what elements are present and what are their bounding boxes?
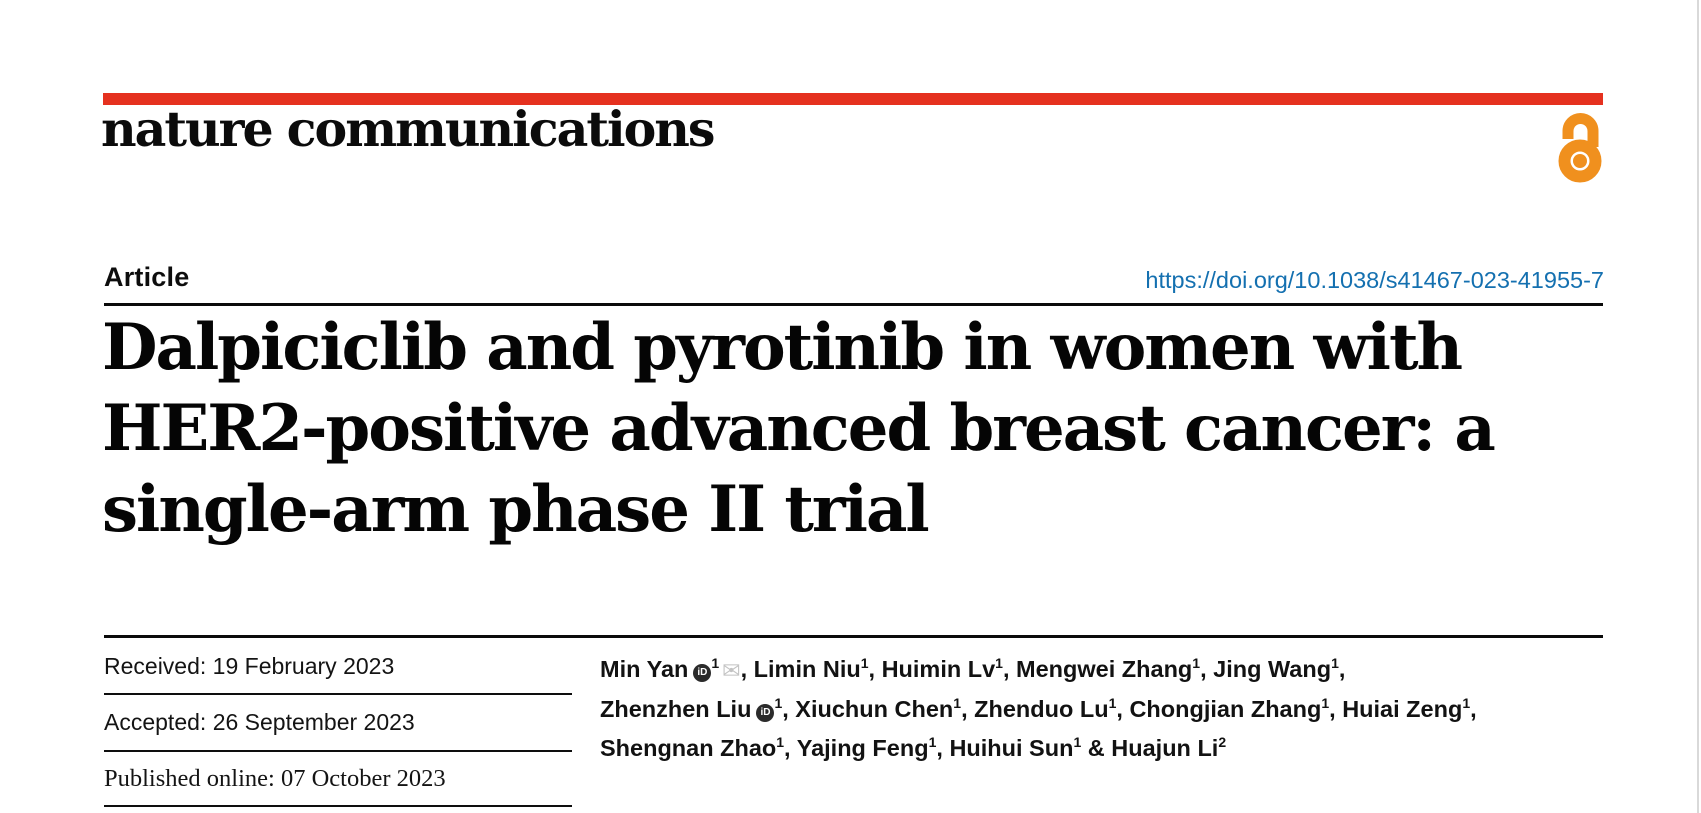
author-separator: , — [961, 695, 975, 722]
author-name: Zhenduo Lu — [974, 695, 1109, 722]
accepted-label: Accepted: — [104, 709, 207, 735]
dates-divider — [104, 693, 572, 695]
author-name: Huiai Zeng — [1342, 695, 1463, 722]
author-separator: & — [1081, 734, 1112, 761]
affiliation-superscript: 1 — [860, 655, 869, 671]
author-line: Min Yan iD1 ✉, Limin Niu1, Huimin Lv1, Men… — [600, 647, 1520, 687]
title-author-divider — [104, 635, 1603, 638]
author-name: Shengnan Zhao — [600, 734, 777, 761]
author-separator: , — [1002, 655, 1017, 682]
affiliation-superscript: 1 — [1321, 694, 1330, 711]
email-icon[interactable]: ✉ — [722, 657, 741, 683]
author-separator: , — [1200, 655, 1214, 682]
affiliation-superscript: 1 — [774, 694, 783, 711]
article-title-line: Dalpiciclib and pyrotinib in women with — [102, 310, 1463, 385]
affiliation-superscript: 1 — [953, 694, 962, 711]
author-separator: , — [1329, 695, 1343, 722]
article-title-line: HER2-positive advanced breast cancer: a — [102, 391, 1496, 466]
dates-divider — [104, 805, 572, 807]
author-name: Jing Wang — [1213, 655, 1332, 682]
author-line: Zhenzhen Liu iD1, Xiuchun Chen1, Zhenduo … — [600, 687, 1520, 726]
received-date: Received: 19 February 2023 — [104, 653, 394, 680]
author-name: Chongjian Zhang — [1129, 695, 1322, 722]
author-separator: , — [936, 734, 950, 761]
author-name: Xiuchun Chen — [795, 695, 954, 722]
author-separator: , — [784, 734, 797, 761]
author-name: Min Yan — [600, 655, 689, 682]
author-separator: , — [740, 655, 754, 682]
author-name: Huajun Li — [1111, 734, 1219, 761]
author-separator: , — [1338, 655, 1346, 682]
masthead-accent-bar — [103, 93, 1603, 105]
author-name: Yajing Feng — [796, 734, 929, 761]
dates-divider — [104, 750, 572, 752]
received-value: 19 February 2023 — [212, 653, 395, 679]
affiliation-superscript: 1 — [776, 733, 785, 750]
journal-logo: nature communications — [101, 100, 715, 158]
affiliation-superscript: 1 — [995, 655, 1003, 671]
affiliation-superscript: 1 — [1108, 694, 1117, 711]
published-date: Published online: 07 October 2023 — [104, 765, 446, 793]
received-label: Received: — [104, 653, 207, 679]
author-block: Min Yan iD1 ✉, Limin Niu1, Huimin Lv1, Men… — [600, 647, 1520, 764]
author-separator: , — [1470, 695, 1477, 722]
affiliation-superscript: 1 — [1331, 655, 1339, 671]
published-label: Published online: — [104, 765, 275, 792]
open-access-icon — [1558, 113, 1602, 183]
author-name: Zhenzhen Liu — [600, 695, 752, 722]
affiliation-superscript: 1 — [928, 733, 937, 750]
author-line: Shengnan Zhao1, Yajing Feng1, Huihui Sun… — [600, 726, 1520, 765]
author-name: Huihui Sun — [949, 734, 1074, 761]
affiliation-superscript: 1 — [1462, 694, 1471, 711]
author-separator: , — [782, 695, 796, 722]
author-name: Mengwei Zhang — [1016, 655, 1193, 682]
author-name: Huimin Lv — [881, 655, 996, 682]
orcid-icon[interactable]: iD — [693, 663, 712, 682]
affiliation-superscript: 1 — [1192, 655, 1201, 671]
page-edge-divider — [1697, 0, 1699, 813]
article-title: Dalpiciclib and pyrotinib in women with … — [102, 307, 1562, 550]
accepted-date: Accepted: 26 September 2023 — [104, 709, 415, 736]
published-value: 07 October 2023 — [280, 765, 446, 792]
heading-divider — [104, 303, 1603, 306]
author-separator: , — [868, 655, 882, 682]
accepted-value: 26 September 2023 — [212, 709, 415, 735]
affiliation-superscript: 2 — [1218, 733, 1227, 750]
doi-link[interactable]: https://doi.org/10.1038/s41467-023-41955… — [1145, 267, 1604, 293]
author-name: Limin Niu — [753, 655, 861, 682]
article-title-line: single-arm phase II trial — [102, 472, 930, 547]
affiliation-superscript: 1 — [1073, 733, 1082, 750]
orcid-icon[interactable]: iD — [756, 703, 775, 722]
affiliation-superscript: 1 — [711, 655, 720, 671]
article-type-kicker: Article — [104, 262, 190, 292]
author-separator: , — [1116, 695, 1130, 722]
